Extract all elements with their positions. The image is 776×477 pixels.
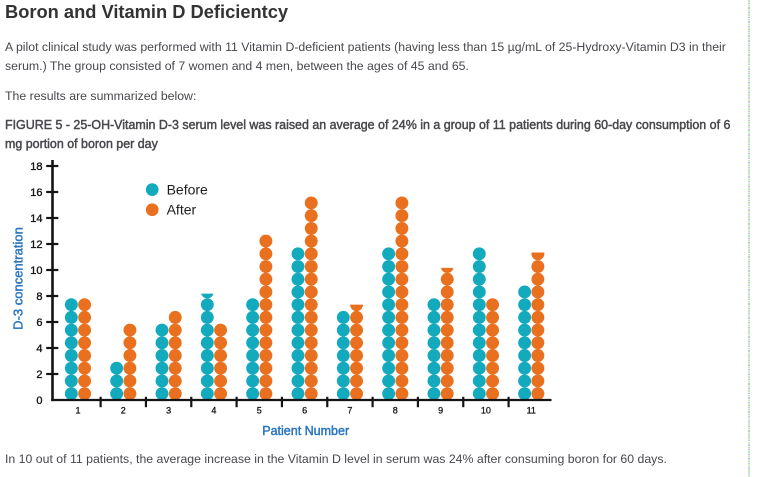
svg-text:D-3 concentration: D-3 concentration	[11, 227, 26, 330]
svg-text:18: 18	[30, 161, 42, 173]
svg-text:14: 14	[30, 213, 42, 225]
svg-text:8: 8	[393, 406, 398, 416]
svg-text:2: 2	[36, 369, 42, 381]
svg-text:7: 7	[347, 406, 352, 416]
svg-text:10: 10	[481, 406, 491, 416]
svg-text:12: 12	[30, 239, 42, 251]
svg-text:4: 4	[36, 343, 42, 355]
svg-text:5: 5	[257, 406, 262, 416]
svg-text:6: 6	[36, 317, 42, 329]
svg-text:16: 16	[30, 187, 42, 199]
svg-text:After: After	[167, 202, 197, 218]
svg-text:0: 0	[36, 395, 42, 407]
svg-text:4: 4	[211, 406, 216, 416]
svg-text:8: 8	[36, 291, 42, 303]
svg-text:Patient Number: Patient Number	[262, 424, 349, 438]
svg-text:2: 2	[121, 406, 126, 416]
svg-text:9: 9	[438, 406, 443, 416]
svg-text:1: 1	[75, 406, 80, 416]
svg-text:Before: Before	[167, 181, 208, 197]
svg-text:6: 6	[302, 406, 307, 416]
svg-text:11: 11	[527, 406, 536, 416]
svg-text:3: 3	[166, 406, 171, 416]
svg-text:10: 10	[30, 265, 42, 277]
